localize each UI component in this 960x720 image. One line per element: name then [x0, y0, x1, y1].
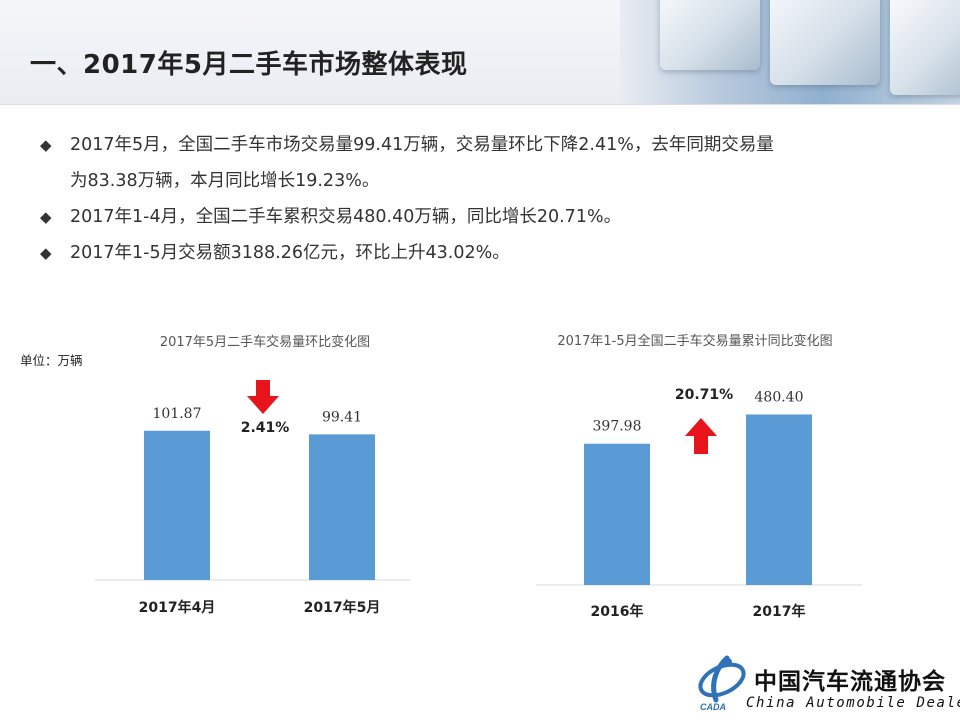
bar: [309, 434, 375, 580]
diamond-bullet-icon: ◆: [40, 136, 52, 154]
unit-label: 单位：万辆: [20, 353, 83, 368]
bar: [584, 443, 650, 585]
arrow-up-icon: [685, 418, 717, 454]
bullet-item: ◆ 2017年1-4月，全国二手车累积交易480.40万辆，同比增长20.71%…: [40, 199, 920, 235]
bullet-item: ◆ 2017年1-5月交易额3188.26亿元，环比上升43.02%。: [40, 235, 920, 271]
association-logo: CADA 中国汽车流通协会 China Automobile Dealers: [694, 654, 960, 714]
change-percent-label: 20.71%: [675, 387, 733, 403]
logo-mark-text: CADA: [700, 702, 726, 712]
bar-value-label: 480.40: [755, 389, 804, 405]
x-tick-label: 2017年4月: [139, 599, 216, 616]
bar: [746, 414, 812, 585]
header-banner: 一、2017年5月二手车市场整体表现: [0, 0, 960, 105]
chart-title: 2017年5月二手车交易量环比变化图: [160, 334, 370, 350]
bar-value-label: 99.41: [322, 409, 362, 425]
x-tick-label: 2017年5月: [304, 599, 381, 616]
bullet-item: ◆ 2017年5月，全国二手车市场交易量99.41万辆，交易量环比下降2.41%…: [40, 127, 920, 199]
bullet-list: ◆ 2017年5月，全国二手车市场交易量99.41万辆，交易量环比下降2.41%…: [40, 127, 920, 271]
arrow-down-icon: [247, 380, 279, 414]
change-percent-label: 2.41%: [241, 420, 290, 436]
bar: [144, 430, 210, 580]
x-tick-label: 2017年: [753, 603, 806, 620]
cada-logo-icon: CADA: [698, 655, 746, 712]
bar-value-label: 101.87: [153, 406, 202, 422]
chart-title: 2017年1-5月全国二手车交易量累计同比变化图: [557, 333, 832, 349]
diamond-bullet-icon: ◆: [40, 244, 52, 262]
x-tick-label: 2016年: [591, 603, 644, 620]
header-image: [620, 0, 960, 104]
bullet-text: 2017年1-5月交易额3188.26亿元，环比上升43.02%。: [70, 243, 510, 263]
bullet-text: 2017年1-4月，全国二手车累积交易480.40万辆，同比增长20.71%。: [70, 207, 622, 227]
logo-name-cn: 中国汽车流通协会: [754, 668, 946, 695]
bullet-text: 2017年5月，全国二手车市场交易量99.41万辆，交易量环比下降2.41%，去…: [70, 135, 774, 155]
logo-name-en: China Automobile Dealers: [746, 695, 960, 711]
bar-value-label: 397.98: [593, 419, 642, 435]
diamond-bullet-icon: ◆: [40, 208, 52, 226]
bullet-text-continued: 为83.38万辆，本月同比增长19.23%。: [70, 171, 380, 191]
page-title: 一、2017年5月二手车市场整体表现: [30, 50, 468, 80]
